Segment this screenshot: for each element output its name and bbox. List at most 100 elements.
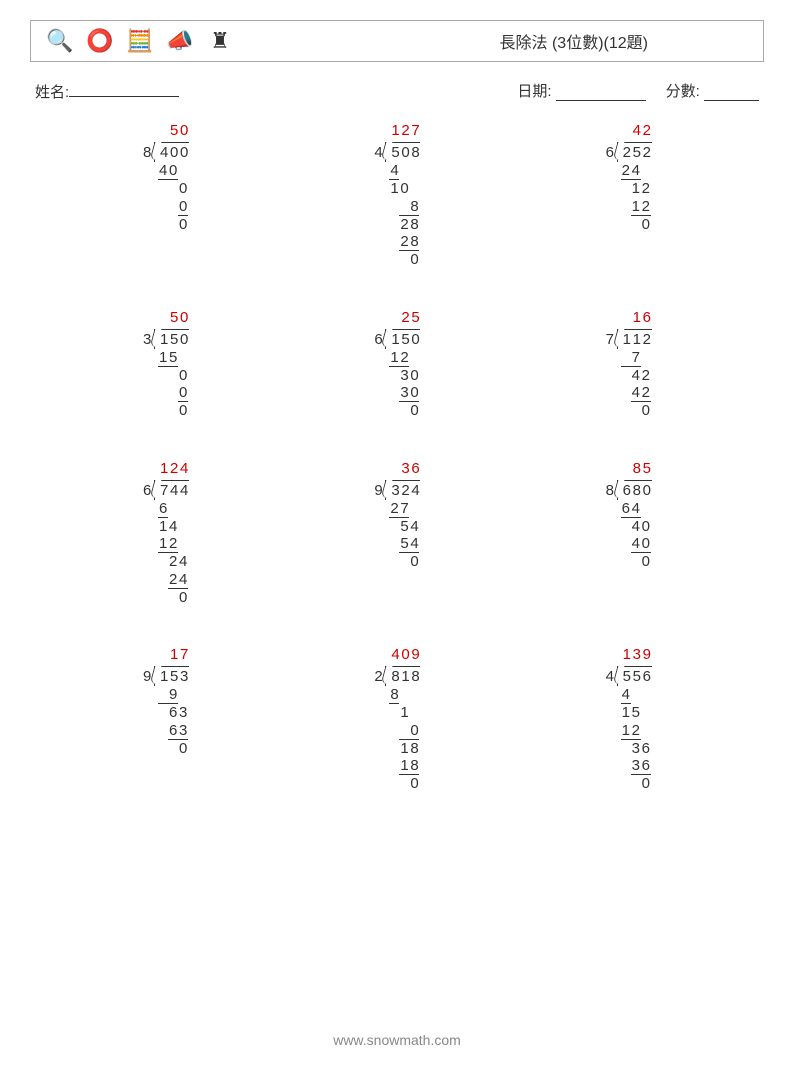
work-row: 0 bbox=[158, 367, 189, 384]
work-steps: 61412 24 24 0 bbox=[142, 500, 189, 607]
name-blank[interactable] bbox=[69, 80, 179, 97]
work-row: 36 bbox=[621, 740, 652, 757]
work-row: 9 bbox=[158, 686, 189, 704]
division-bracket-row: 9324 bbox=[373, 480, 420, 500]
division-bracket-row: 8400 bbox=[142, 142, 189, 162]
division-bracket-row: 6150 bbox=[373, 329, 420, 349]
score-field-group: 分數: bbox=[666, 80, 759, 101]
work-row: 0 bbox=[621, 216, 652, 233]
division-bracket-row: 3150 bbox=[142, 329, 189, 349]
work-row: 30 bbox=[389, 367, 420, 384]
quotient: 85 bbox=[605, 460, 652, 478]
work-row: 12 bbox=[158, 535, 189, 553]
dividend: 252 bbox=[617, 142, 652, 162]
work-row: 1 bbox=[389, 704, 420, 721]
work-steps: 24 12 12 0 bbox=[605, 162, 652, 233]
footer-url: www.snowmath.com bbox=[0, 1032, 794, 1048]
work-row: 18 bbox=[389, 740, 420, 757]
work-row: 0 bbox=[621, 775, 652, 792]
work-row: 15 bbox=[621, 704, 652, 721]
division-bracket-row: 6252 bbox=[605, 142, 652, 162]
calculator-icon: 🧮 bbox=[126, 27, 154, 55]
work-row: 4 bbox=[389, 162, 420, 180]
dividend: 112 bbox=[617, 329, 652, 349]
work-row: 14 bbox=[158, 518, 189, 535]
work-row: 24 bbox=[158, 553, 189, 570]
work-steps: 12 30 30 0 bbox=[373, 349, 420, 420]
score-label: 分數: bbox=[666, 83, 700, 100]
work-row: 42 bbox=[621, 384, 652, 402]
work-row: 40 bbox=[621, 535, 652, 553]
work-row: 27 bbox=[389, 500, 420, 518]
long-division-problem: 50315015 0 0 0 bbox=[142, 309, 189, 420]
work-row: 24 bbox=[621, 162, 652, 180]
work-row: 36 bbox=[621, 757, 652, 775]
worksheet-title: 長除法 (3位數)(12題) bbox=[500, 29, 648, 53]
quotient: 139 bbox=[605, 646, 652, 664]
division-bracket-row: 6744 bbox=[142, 480, 189, 500]
work-row: 0 bbox=[389, 402, 420, 419]
dividend: 150 bbox=[154, 329, 189, 349]
work-row: 0 bbox=[621, 402, 652, 419]
problems-grid: 50840040 0 0 01274508410 8 28 28 0 42625… bbox=[50, 122, 744, 793]
work-row: 0 bbox=[158, 180, 189, 197]
work-row: 0 bbox=[158, 384, 189, 402]
work-row: 8 bbox=[389, 198, 420, 216]
work-row: 15 bbox=[158, 349, 189, 367]
quotient: 42 bbox=[605, 122, 652, 140]
work-steps: 7 42 42 0 bbox=[605, 349, 652, 420]
quotient: 16 bbox=[605, 309, 652, 327]
work-row: 12 bbox=[621, 722, 652, 740]
work-row: 0 bbox=[158, 198, 189, 216]
work-row: 12 bbox=[621, 198, 652, 216]
work-row: 63 bbox=[158, 722, 189, 740]
megaphone-icon: 📣 bbox=[166, 27, 194, 55]
dividend: 508 bbox=[385, 142, 420, 162]
quotient: 124 bbox=[142, 460, 189, 478]
work-row: 0 bbox=[158, 740, 189, 757]
work-row: 12 bbox=[389, 349, 420, 367]
work-row: 0 bbox=[158, 589, 189, 606]
work-row: 40 bbox=[621, 518, 652, 535]
quotient: 50 bbox=[142, 309, 189, 327]
date-blank[interactable] bbox=[556, 84, 646, 101]
quotient: 25 bbox=[373, 309, 420, 327]
work-steps: 64 40 40 0 bbox=[605, 500, 652, 571]
dividend: 744 bbox=[154, 480, 189, 500]
work-row: 0 bbox=[389, 251, 420, 268]
long-division-problem: 409 28188 1 0 18 18 0 bbox=[373, 646, 420, 793]
work-row: 7 bbox=[621, 349, 652, 367]
work-steps: 410 8 28 28 0 bbox=[373, 162, 420, 269]
work-row: 24 bbox=[158, 571, 189, 589]
long-division-problem: 16 7112 7 42 42 0 bbox=[605, 309, 652, 420]
score-blank[interactable] bbox=[704, 84, 759, 101]
division-bracket-row: 4556 bbox=[605, 666, 652, 686]
dividend: 153 bbox=[154, 666, 189, 686]
work-row: 10 bbox=[389, 180, 420, 197]
work-row: 42 bbox=[621, 367, 652, 384]
work-row: 63 bbox=[158, 704, 189, 721]
date-field-group: 日期: bbox=[517, 80, 645, 101]
magnifier-icon: 🔍 bbox=[46, 27, 74, 55]
division-bracket-row: 2818 bbox=[373, 666, 420, 686]
quotient: 17 bbox=[142, 646, 189, 664]
work-steps: 40 0 0 0 bbox=[142, 162, 189, 233]
dividend: 680 bbox=[617, 480, 652, 500]
work-row: 6 bbox=[158, 500, 189, 518]
work-row: 28 bbox=[389, 233, 420, 251]
work-row: 0 bbox=[389, 722, 420, 740]
quotient: 409 bbox=[373, 646, 420, 664]
header-icons: 🔍⭕🧮📣♜ bbox=[46, 27, 234, 55]
lifering-icon: ⭕ bbox=[86, 27, 114, 55]
header-box: 🔍⭕🧮📣♜ 長除法 (3位數)(12題) bbox=[30, 20, 764, 62]
work-row: 30 bbox=[389, 384, 420, 402]
long-division-problem: 179153 9 63 63 0 bbox=[142, 646, 189, 793]
work-row: 0 bbox=[158, 216, 189, 233]
work-steps: 27 54 54 0 bbox=[373, 500, 420, 571]
work-steps: 8 1 0 18 18 0 bbox=[373, 686, 420, 793]
dividend: 556 bbox=[617, 666, 652, 686]
quotient: 50 bbox=[142, 122, 189, 140]
dividend: 400 bbox=[154, 142, 189, 162]
long-division-problem: 36932427 54 54 0 bbox=[373, 460, 420, 607]
work-row: 0 bbox=[389, 775, 420, 792]
